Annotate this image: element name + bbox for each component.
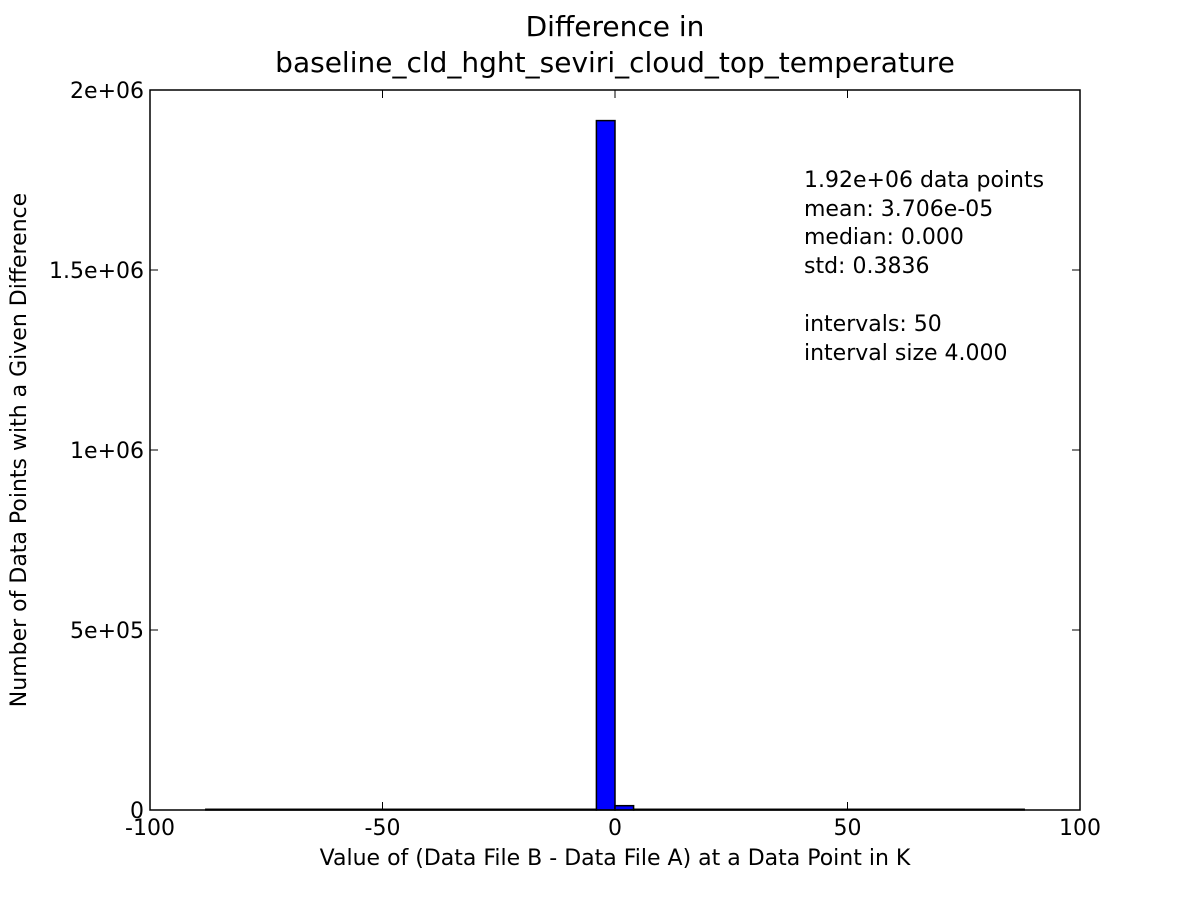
histogram-bar xyxy=(595,119,616,811)
x-tick-label: -100 xyxy=(125,816,175,841)
y-tick-label: 1.5e+06 xyxy=(49,259,144,284)
x-axis-label: Value of (Data File B - Data File A) at … xyxy=(320,846,911,871)
x-tick-label: -50 xyxy=(365,816,401,841)
y-tick-label: 0 xyxy=(130,799,144,824)
stat-data-points: 1.92e+06 data points xyxy=(804,168,1044,193)
y-tick-label: 1e+06 xyxy=(70,439,144,464)
stat-std: std: 0.3836 xyxy=(804,254,929,279)
x-tick-label: 100 xyxy=(1059,816,1101,841)
x-tick-label: 50 xyxy=(834,816,862,841)
chart-title-line-1: Difference in xyxy=(526,10,705,43)
stat-median: median: 0.000 xyxy=(804,225,964,250)
stat-interval-size: interval size 4.000 xyxy=(804,341,1008,366)
y-tick-label: 2e+06 xyxy=(70,79,144,104)
axis-ticks: -100 -50 0 50 100 0 5e+05 1e+06 1.5e+06 2e+06 xyxy=(49,79,1101,841)
stat-mean: mean: 3.706e-05 xyxy=(804,197,993,222)
y-tick-label: 5e+05 xyxy=(70,619,144,644)
plot-area-frame xyxy=(149,89,1081,811)
y-axis-label: Number of Data Points with a Given Diffe… xyxy=(7,193,32,707)
x-tick-label: 0 xyxy=(608,816,622,841)
chart-title-line-2: baseline_cld_hght_seviri_cloud_top_tempe… xyxy=(275,46,955,79)
stat-intervals: intervals: 50 xyxy=(804,312,942,337)
statistics-annotation: 1.92e+06 data points mean: 3.706e-05 med… xyxy=(804,168,1044,366)
